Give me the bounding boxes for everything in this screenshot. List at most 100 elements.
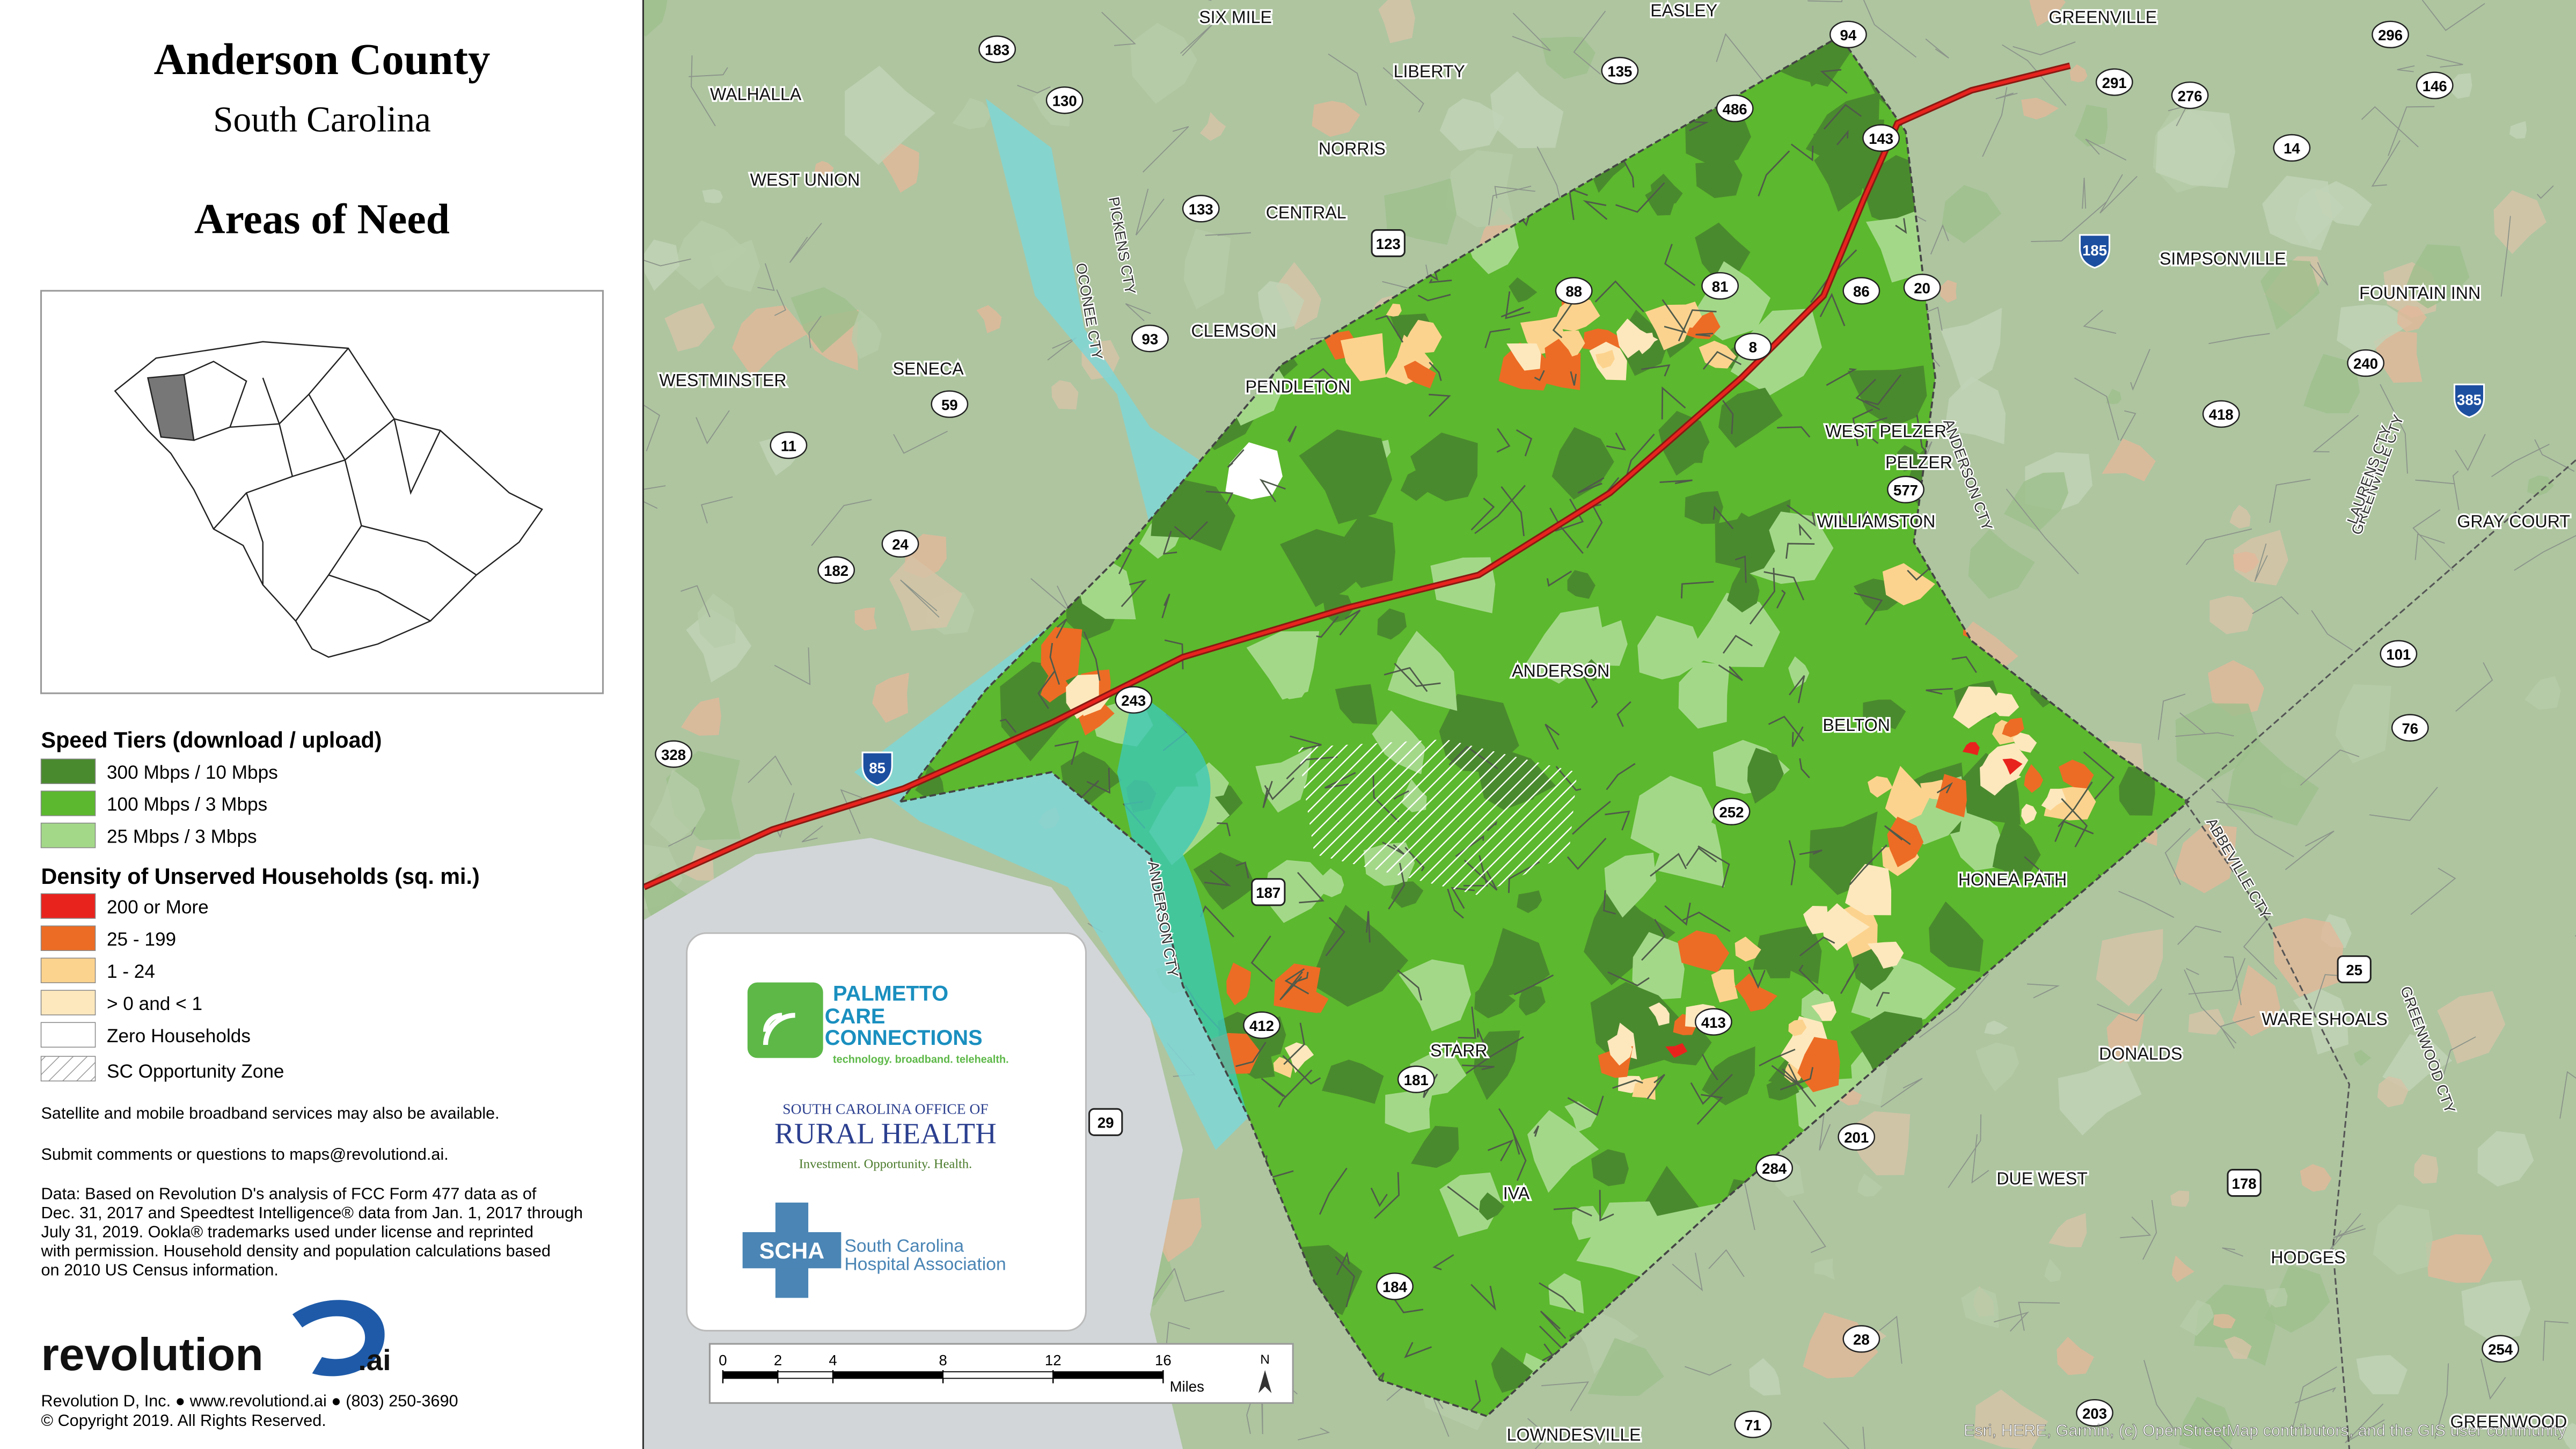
road [1540,1311,1567,1339]
state-route-shield [770,431,808,459]
state-route-shield [2095,68,2133,96]
road [1375,315,1404,343]
road [2164,828,2191,885]
road [1279,971,1303,1001]
state-route-shield [1842,277,1880,305]
data-note: Data: Based on Revolution D's analysis o… [41,1185,537,1203]
road [2099,174,2138,214]
land-patch [2303,354,2360,414]
route-label: 8 [1749,339,1757,356]
state-route-shield [2380,640,2418,668]
land-patch [1183,229,1231,310]
road [2018,1301,2060,1331]
density-area [1284,1042,1314,1073]
road [1470,1284,1496,1311]
road [789,223,822,263]
road [1505,291,1531,319]
land-patch [2354,1050,2372,1066]
road [1641,364,1671,377]
route-label: 181 [1404,1072,1429,1088]
land-patch [2560,1423,2576,1449]
land-patch [2300,1164,2332,1192]
road [2252,596,2299,615]
route-label: 577 [1893,482,1918,499]
road [1823,104,1862,130]
road [1713,505,1734,530]
legend: Speed Tiers (download / upload) 300 Mbps … [40,728,480,1082]
route-label: 187 [1256,884,1280,901]
road [1429,279,1452,283]
road [2118,890,2175,918]
road [691,55,716,127]
place-label: WILLIAMSTON [1817,512,1936,531]
road [2434,1363,2449,1439]
route-label: 123 [1376,236,1401,252]
density-area [1340,333,1386,382]
land-patch [644,0,668,37]
state-route-shield [2202,400,2240,428]
road [1404,1342,1432,1358]
route-label: 276 [2178,87,2202,104]
density-area [1665,1043,1688,1058]
speed-tier-area [1584,883,1675,985]
density-area [1225,442,1283,500]
road [1259,479,1286,502]
speed-tier-area [1479,1192,1505,1220]
road [2415,479,2455,485]
land-patch [1975,1042,2019,1092]
road [2083,310,2117,334]
state-route-shield [817,556,855,584]
road [808,316,822,348]
speed-tier-area [1591,1149,1629,1187]
road [1799,758,1810,779]
road [1204,869,1232,887]
speed-tier-area [1686,592,1780,668]
road [1205,232,1251,236]
road [1512,12,1551,52]
road [1749,567,1775,625]
density-area [1867,941,1904,969]
road [1716,33,1763,80]
land-patch [1775,1157,1804,1197]
logo-suffix: .ai [358,1343,391,1377]
road [1261,1078,1286,1098]
scale-tick-label: 4 [829,1352,837,1368]
road [1235,1042,1267,1067]
place-label: GRAY COURT [2457,512,2570,531]
density-area [1735,973,1777,1012]
road [1017,85,1051,94]
road [1615,182,1665,213]
density-area [1403,361,1436,389]
route-label: 284 [1762,1160,1787,1177]
road [1541,1381,1589,1411]
land-patch [672,220,747,290]
density-area [1868,776,1893,798]
interstate-shield [2079,234,2111,269]
road [2500,216,2511,297]
road [2414,533,2445,560]
land-patch [1312,100,1360,137]
road [1165,1321,1190,1353]
road [1498,1108,1520,1155]
road [2292,1366,2337,1429]
density-area [1066,674,1099,719]
road [2388,106,2435,156]
road [700,496,733,524]
density-area [1788,1019,1807,1036]
road [1982,86,2008,157]
road [1328,53,1367,106]
road [1855,378,1880,411]
opportunity-zone [1298,739,1577,896]
speed-tier-area [1678,662,1730,729]
road [1787,504,1816,527]
road [1994,1311,2029,1332]
road [2031,201,2107,242]
road [1447,1185,1479,1211]
road [2082,178,2087,209]
road [1798,964,1824,994]
land-patch [2493,190,2546,254]
route-label: 240 [2353,355,2378,372]
road [2514,535,2576,571]
speed-tier-area [1571,1205,1600,1240]
road [748,755,792,786]
